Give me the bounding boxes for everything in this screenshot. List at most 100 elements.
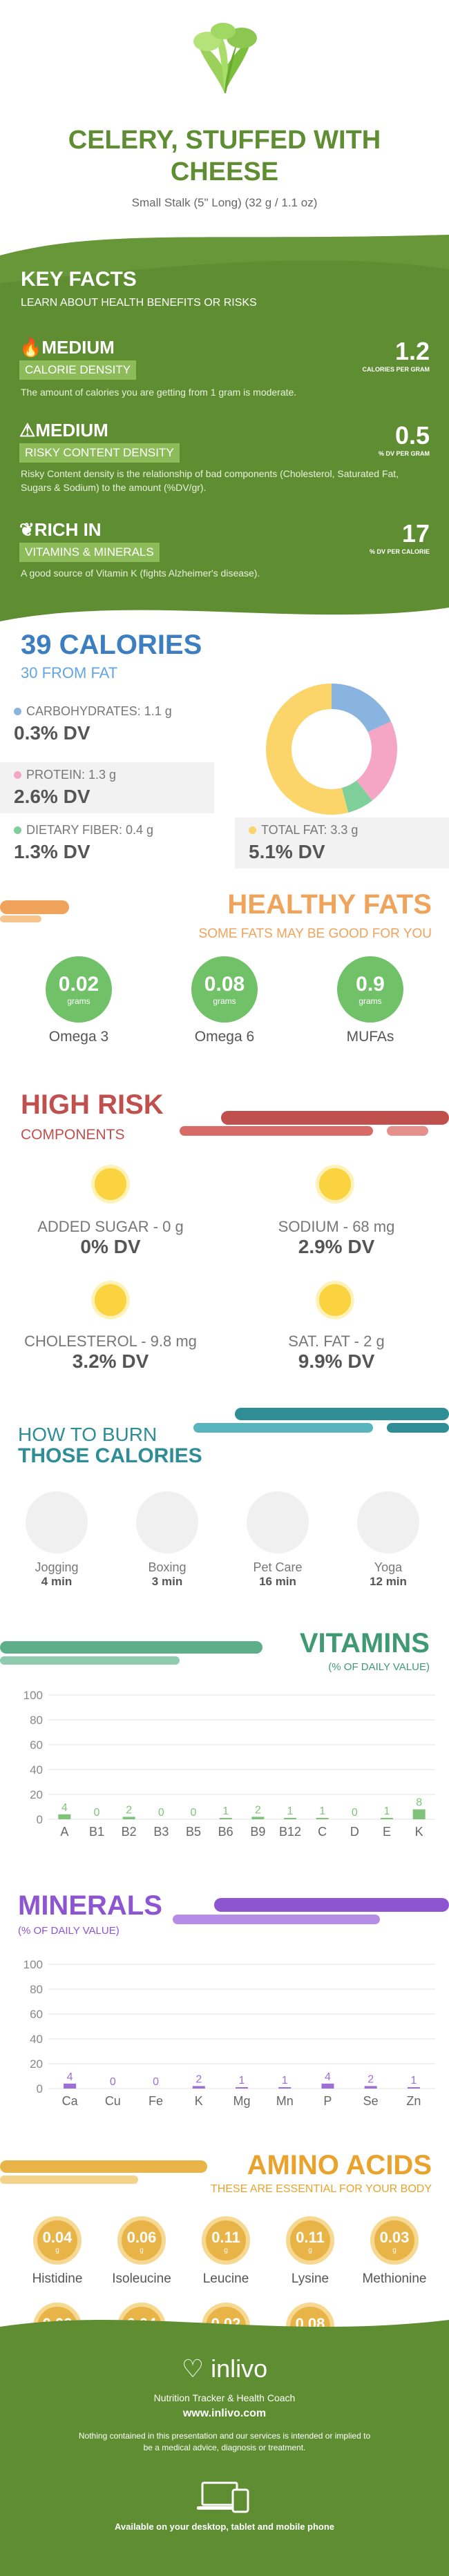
bar-value-label: 1 — [287, 1805, 294, 1817]
y-tick-label: 20 — [30, 1788, 43, 1801]
bar-b9 — [251, 1817, 265, 1819]
x-tick-label: E — [383, 1825, 391, 1839]
bar-value-label: 0 — [158, 1807, 164, 1819]
bar-k — [412, 1809, 426, 1819]
calories-from-fat: 30 FROM FAT — [21, 664, 118, 681]
boxing-icon — [136, 1491, 198, 1553]
activity-pet-care: Pet Care 16 min — [229, 1491, 326, 1589]
vitamins-subtitle: (% OF DAILY VALUE) — [328, 1661, 430, 1673]
footer-url[interactable]: www.inlivo.com — [182, 2408, 267, 2419]
x-tick-label: Se — [363, 2094, 379, 2108]
activity-boxing: Boxing 3 min — [119, 1491, 216, 1589]
risk-sugar: ADDED SUGAR - 0 g 0% DV — [37, 1218, 184, 1257]
page-title: CELERY, STUFFED WITH CHEESE — [68, 126, 381, 186]
amino-value: 0.06 — [126, 2229, 157, 2246]
bar-c — [316, 1818, 329, 1819]
calorie-density-label: CALORIE DENSITY — [19, 360, 137, 380]
smile-face-icon — [316, 1281, 354, 1319]
bar-value-label: 2 — [126, 1804, 132, 1816]
risk-cholesterol: CHOLESTEROL - 9.8 mg 3.2% DV — [24, 1333, 197, 1372]
donut-slice-total-fat — [266, 684, 349, 815]
donut-slice-carbohydrates — [332, 684, 392, 733]
key-facts-background — [0, 235, 449, 621]
calorie-density-unit: CALORIES PER GRAM — [362, 366, 430, 373]
amino-unit: g — [308, 2247, 312, 2254]
devices-icon — [197, 2481, 249, 2513]
macro-donut-chart — [266, 684, 397, 815]
vitamins-chart: 0204060801004A0B12B20B30B51B62B91B121C0D… — [23, 1689, 435, 1839]
bar-value-label: 1 — [384, 1805, 390, 1817]
amino-value: 0.11 — [211, 2229, 240, 2246]
calorie-density-desc: The amount of calories you are getting f… — [21, 387, 297, 398]
mufas-circle: 0.9 grams — [337, 956, 403, 1023]
vitamins-title: VITAMINS — [299, 1628, 430, 1658]
x-tick-label: A — [60, 1825, 68, 1839]
bar-value-label: 2 — [255, 1804, 261, 1816]
protein-dot — [14, 771, 21, 779]
x-tick-label: Fe — [149, 2094, 163, 2108]
vitamins-desc: A good source of Vitamin K (fights Alzhe… — [21, 568, 260, 579]
x-tick-label: B9 — [250, 1825, 265, 1839]
key-facts-subheading: LEARN ABOUT HEALTH BENEFITS OR RISKS — [21, 297, 257, 309]
y-tick-label: 0 — [37, 1813, 43, 1826]
y-tick-label: 100 — [23, 1689, 43, 1702]
bar-a — [58, 1814, 71, 1819]
x-tick-label: B12 — [279, 1825, 301, 1839]
x-tick-label: P — [323, 2094, 332, 2108]
risky-content-desc: Risky Content density is the relationshi… — [21, 468, 399, 493]
bar-ca — [64, 2083, 77, 2089]
x-tick-label: B3 — [153, 1825, 169, 1839]
nutrient-carbs: CARBOHYDRATES: 1.1 g 0.3% DV — [14, 704, 172, 744]
bar-se — [364, 2086, 377, 2089]
vitamins-value: 17 — [401, 519, 430, 548]
minerals-title: MINERALS — [18, 1890, 162, 1921]
burn-title-line2: THOSE CALORIES — [18, 1444, 202, 1467]
amino-unit: g — [140, 2247, 144, 2254]
risky-content-unit: % DV PER GRAM — [378, 450, 430, 457]
y-tick-label: 80 — [30, 1714, 43, 1727]
y-tick-label: 0 — [37, 2082, 43, 2095]
amino-subtitle: THESE ARE ESSENTIAL FOR YOUR BODY — [210, 2183, 432, 2195]
vitamins-label: VITAMINS & MINERALS — [19, 543, 160, 562]
x-tick-label: Ca — [62, 2094, 79, 2108]
x-tick-label: B2 — [122, 1825, 137, 1839]
bar-p — [321, 2083, 334, 2089]
vitamins-unit: % DV PER CALORIE — [369, 548, 430, 555]
calorie-density-badge: 🔥MEDIUM — [19, 337, 115, 358]
bar-value-label: 1 — [222, 1805, 229, 1817]
key-facts-heading: KEY FACTS — [21, 268, 137, 291]
y-tick-label: 40 — [30, 2033, 43, 2046]
healthy-fats-subtitle: SOME FATS MAY BE GOOD FOR YOU — [198, 927, 432, 941]
bar-value-label: 4 — [61, 1802, 68, 1814]
burn-stripes — [193, 1408, 449, 1433]
donut-slice-protein — [356, 721, 397, 801]
bar-b2 — [122, 1817, 135, 1819]
x-tick-label: D — [350, 1825, 359, 1839]
risk-satfat: SAT. FAT - 2 g 9.9% DV — [288, 1333, 385, 1372]
smile-face-icon — [91, 1281, 130, 1319]
x-tick-label: Mn — [276, 2094, 294, 2108]
bar-value-label: 0 — [191, 1807, 197, 1819]
heart-icon: ♡ — [181, 2354, 204, 2383]
leaf-icon: ❦ — [19, 519, 35, 540]
burn-title-line1: HOW TO BURN — [18, 1424, 157, 1445]
bar-value-label: 2 — [195, 2073, 202, 2085]
minerals-stripes — [173, 1898, 449, 1924]
smile-face-icon — [316, 1165, 354, 1203]
amino-unit: g — [392, 2247, 397, 2254]
bar-value-label: 4 — [325, 2071, 331, 2083]
bar-mn — [278, 2087, 292, 2089]
high-risk-subtitle: COMPONENTS — [21, 1127, 125, 1143]
omega6-label: Omega 6 — [194, 1029, 255, 1045]
y-tick-label: 60 — [30, 1739, 43, 1752]
omega6-circle: 0.08 grams — [191, 956, 258, 1023]
amino-value: 0.03 — [379, 2229, 410, 2246]
bar-value-label: 0 — [110, 2076, 116, 2088]
amino-unit: g — [224, 2247, 228, 2254]
amino-unit: g — [55, 2247, 59, 2254]
footer-disclaimer: Nothing contained in this presentation a… — [78, 2431, 371, 2452]
risky-content-badge: ⚠MEDIUM — [19, 420, 108, 440]
y-tick-label: 100 — [23, 1958, 43, 1971]
bar-value-label: 0 — [352, 1807, 358, 1819]
pet-care-icon — [247, 1491, 309, 1553]
